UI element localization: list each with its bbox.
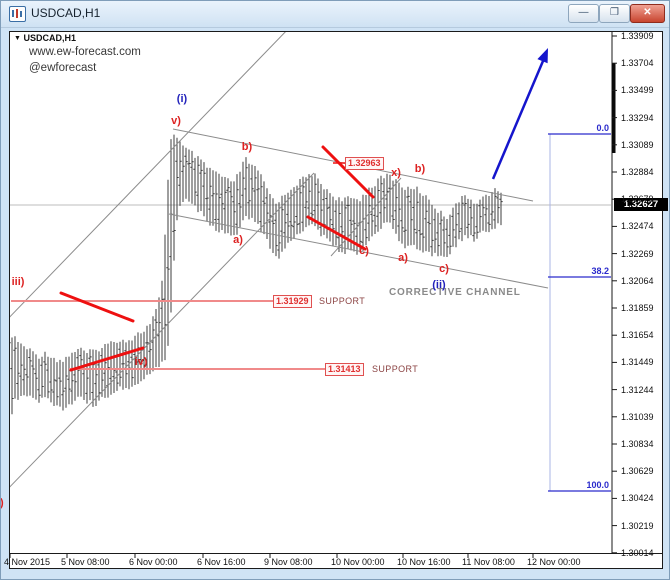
plot-area [10,32,611,492]
minimize-button[interactable]: — [568,4,599,23]
trendline [10,32,286,318]
maximize-button[interactable]: ❐ [599,4,630,23]
chevron-down-icon: ▼ [14,35,21,42]
window-title: USDCAD,H1 [31,6,101,20]
ohlc-bars [10,134,503,415]
axis-marker-bar [612,63,616,153]
trendline [10,172,315,488]
watermark-handle: @ewforecast [29,62,97,74]
red-trend-segment [69,346,145,372]
trendline [330,177,402,257]
red-trend-segment [306,215,367,251]
red-trend-segment [59,291,135,323]
window-titlebar[interactable]: USDCAD,H1 — ❐ ✕ [1,1,669,28]
symbol-timeframe-label[interactable]: ▼ USDCAD,H1 [14,33,76,43]
watermark-website: www.ew-forecast.com [29,46,141,58]
red-trend-segment [321,145,375,199]
current-price-box: 1.32627 [614,198,668,211]
forecast-arrow [491,60,545,180]
chart-border [9,31,663,554]
close-button[interactable]: ✕ [630,4,665,23]
corrective-channel-label: CORRECTIVE CHANNEL [389,287,521,298]
forecast-arrow-head [537,48,548,64]
trendline [168,213,549,289]
chart-app-icon [9,6,26,22]
